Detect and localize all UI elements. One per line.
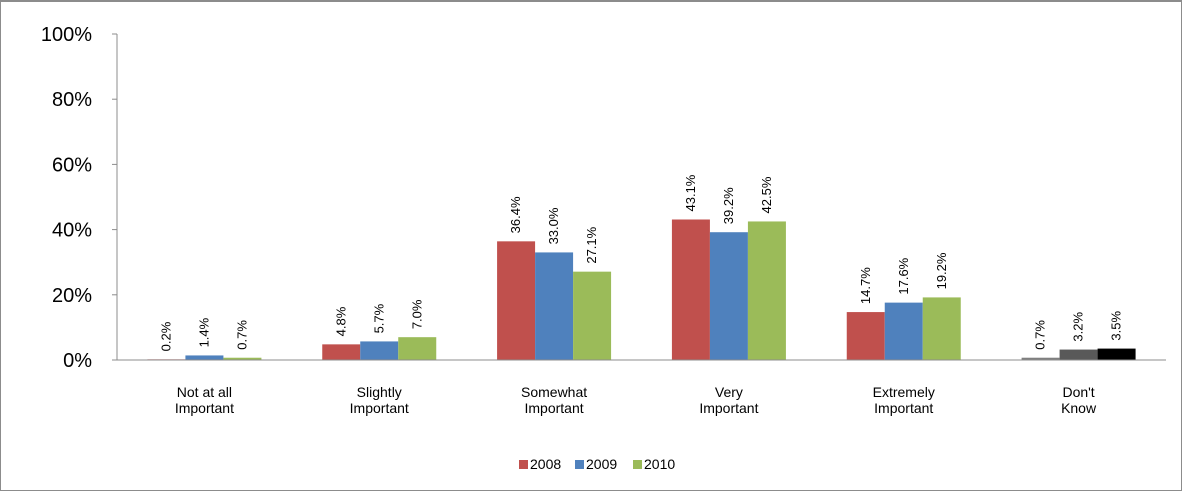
data-label: 0.7%: [234, 320, 249, 350]
data-label: 0.2%: [158, 321, 173, 351]
category-label: Extremely: [873, 384, 935, 400]
bar-2010: [922, 297, 961, 360]
legend-swatch-2009: [575, 460, 584, 469]
legend-label-2010: 2010: [644, 456, 675, 472]
legend-label-2009: 2009: [586, 456, 617, 472]
data-label: 3.5%: [1109, 311, 1124, 341]
bar-2010: [223, 357, 262, 360]
y-tick-label: 40%: [52, 220, 92, 242]
category-label: Important: [350, 400, 409, 416]
category-label: Don't: [1062, 384, 1094, 400]
bar-2008: [1021, 357, 1060, 360]
data-label: 7.0%: [409, 299, 424, 329]
y-axis: 0% 20% 40% 60% 80% 100%: [41, 24, 118, 372]
data-label: 42.5%: [759, 176, 774, 213]
data-label: 4.8%: [333, 306, 348, 336]
bar-2008: [497, 241, 536, 360]
category-label: Slightly: [357, 384, 402, 400]
data-label: 19.2%: [934, 252, 949, 289]
legend: 2008 2009 2010: [519, 456, 675, 472]
bar-2009: [360, 341, 399, 360]
bar-2009: [884, 302, 923, 360]
category-label: Know: [1061, 400, 1097, 416]
y-tick-label: 0%: [63, 350, 92, 372]
category-label: Very: [715, 384, 743, 400]
bar-2009: [185, 355, 224, 360]
legend-label-2008: 2008: [530, 456, 561, 472]
data-label: 39.2%: [721, 187, 736, 224]
category-label: Important: [525, 400, 584, 416]
y-tick-label: 20%: [52, 285, 92, 307]
bar-2009: [535, 252, 574, 360]
category-label: Not at all: [177, 384, 232, 400]
data-label: 33.0%: [546, 207, 561, 244]
bar-2010: [398, 337, 437, 360]
data-label: 14.7%: [858, 267, 873, 304]
category-label: Important: [175, 400, 234, 416]
legend-swatch-2010: [633, 460, 642, 469]
bar-2008: [322, 344, 361, 360]
x-axis: Not at allImportantSlightlyImportantSome…: [117, 359, 1166, 416]
bar-2008: [671, 219, 710, 360]
category-label: Somewhat: [521, 384, 587, 400]
bar-2010: [573, 271, 612, 360]
bar-2010: [1097, 348, 1136, 360]
bar-2009: [709, 232, 748, 360]
data-label: 1.4%: [196, 317, 211, 347]
bar-2008: [846, 312, 885, 360]
data-labels: 0.2% 1.4% 0.7% 4.8% 5.7% 7.0% 36.4% 33.0% 27.1% 4…: [158, 174, 1123, 351]
category-label: Important: [699, 400, 758, 416]
data-label: 3.2%: [1071, 311, 1086, 341]
category-label: Important: [874, 400, 933, 416]
data-label: 43.1%: [683, 174, 698, 211]
data-label: 5.7%: [371, 303, 386, 333]
bar-2010: [747, 221, 786, 360]
bars: [147, 219, 1136, 360]
data-label: 27.1%: [584, 226, 599, 263]
y-tick-label: 100%: [41, 24, 92, 46]
y-tick-label: 60%: [52, 154, 92, 176]
y-tick-label: 80%: [52, 89, 92, 111]
legend-swatch-2008: [519, 460, 528, 469]
bar-2009: [1059, 349, 1098, 360]
data-label: 36.4%: [508, 196, 523, 233]
data-label: 0.7%: [1033, 320, 1048, 350]
data-label: 17.6%: [896, 257, 911, 294]
